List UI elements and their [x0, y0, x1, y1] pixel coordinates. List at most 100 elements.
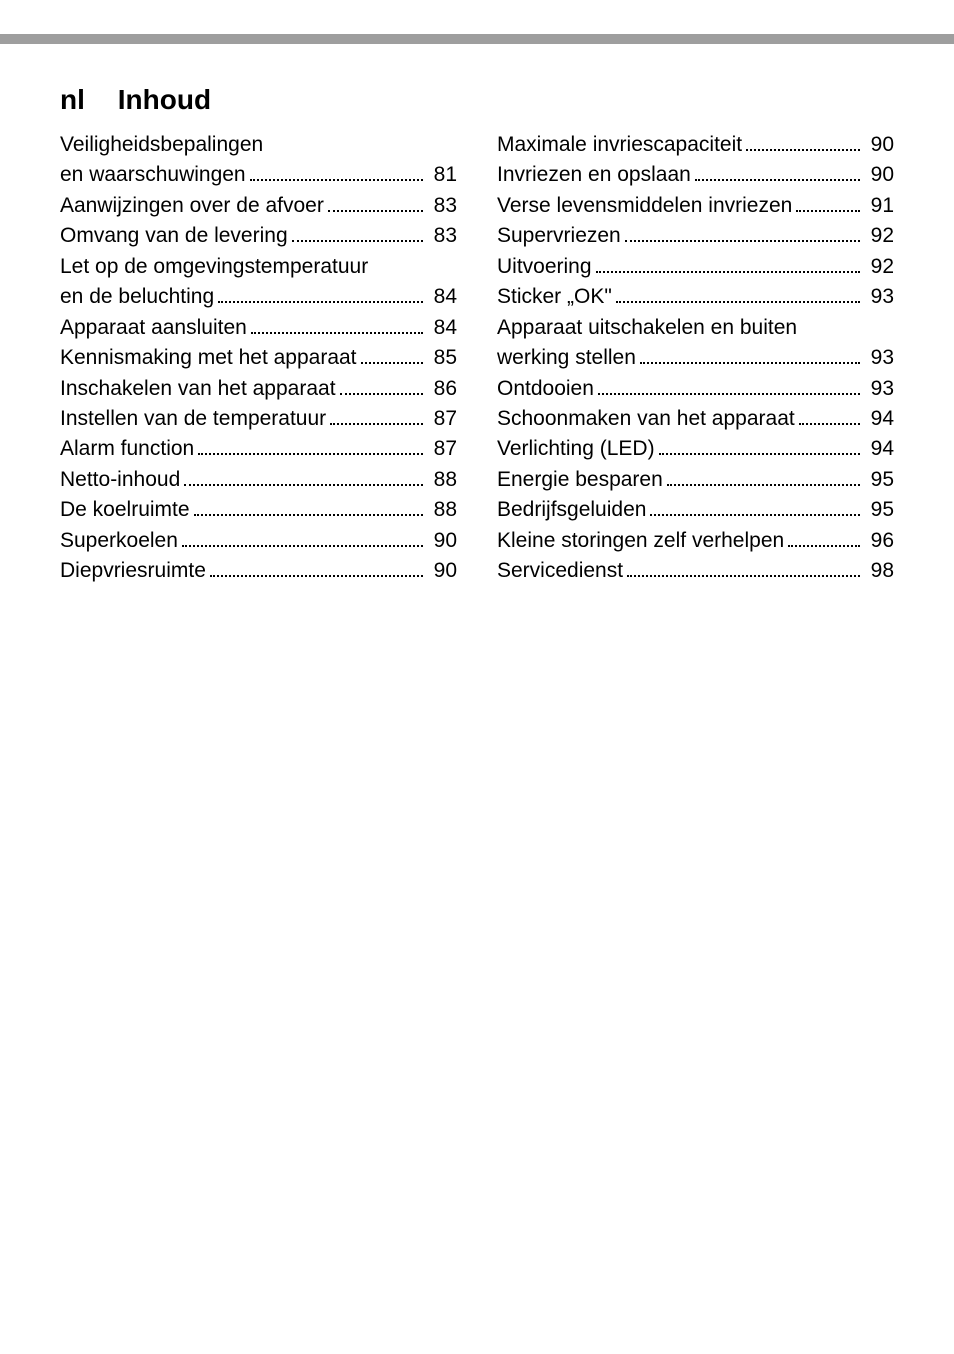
toc-entry-page: 90: [427, 526, 457, 556]
toc-dots: [650, 495, 860, 516]
toc-entry-page: 87: [427, 404, 457, 434]
toc-dots: [330, 404, 423, 425]
toc-entry: Energie besparen 95: [497, 465, 894, 495]
toc-entry-page: 96: [864, 526, 894, 556]
toc-entry-page: 91: [864, 191, 894, 221]
toc-entry-label: Kennismaking met het apparaat: [60, 343, 357, 373]
toc-entry: en waarschuwingen 81: [60, 160, 457, 190]
toc-entry-page: 86: [427, 374, 457, 404]
toc-entry: Verlichting (LED) 94: [497, 434, 894, 464]
toc-entry-label: De koelruimte: [60, 495, 190, 525]
toc-dots: [627, 556, 860, 577]
toc-entry-page: 93: [864, 282, 894, 312]
toc-dots: [198, 434, 423, 455]
toc-entry: Instellen van de temperatuur 87: [60, 404, 457, 434]
toc-entry-label: Instellen van de temperatuur: [60, 404, 326, 434]
toc-dots: [796, 191, 860, 212]
toc-entry: Kleine storingen zelf verhelpen96: [497, 526, 894, 556]
toc-dots: [250, 161, 423, 182]
toc-entry-label: Ontdooien: [497, 374, 594, 404]
toc-entry-label: Bedrijfsgeluiden: [497, 495, 646, 525]
toc-dots: [659, 434, 860, 455]
toc-entry-page: 98: [864, 556, 894, 586]
toc-entry-page: 90: [427, 556, 457, 586]
toc-columns: Veiligheidsbepalingenen waarschuwingen 81…: [60, 130, 894, 587]
toc-entry-label: Maximale invriescapaciteit: [497, 130, 742, 160]
toc-column-left: Veiligheidsbepalingenen waarschuwingen 81…: [60, 130, 457, 587]
heading-title: Inhoud: [118, 84, 211, 115]
toc-entry-label: Aanwijzingen over de afvoer: [60, 191, 324, 221]
toc-entry-page: 90: [864, 130, 894, 160]
toc-entry-page: 93: [864, 343, 894, 373]
toc-entry-line1: Veiligheidsbepalingen: [60, 130, 457, 160]
toc-dots: [361, 343, 423, 364]
page-container: nl Inhoud Veiligheidsbepalingenen waarsc…: [0, 0, 954, 1354]
toc-entry-label: Supervriezen: [497, 221, 621, 251]
toc-entry: Invriezen en opslaan 90: [497, 160, 894, 190]
toc-entry: Servicedienst 98: [497, 556, 894, 586]
toc-entry-page: 90: [864, 160, 894, 190]
toc-entry: Omvang van de levering83: [60, 221, 457, 251]
toc-entry-label: Verlichting (LED): [497, 434, 655, 464]
toc-dots: [182, 526, 423, 547]
toc-entry-page: 92: [864, 252, 894, 282]
toc-entry-label: Energie besparen: [497, 465, 663, 495]
toc-entry: Maximale invriescapaciteit 90: [497, 130, 894, 160]
toc-entry: Ontdooien 93: [497, 374, 894, 404]
toc-dots: [625, 221, 860, 242]
toc-entry-label: Superkoelen: [60, 526, 178, 556]
toc-entry: Uitvoering 92: [497, 252, 894, 282]
toc-dots: [667, 465, 860, 486]
toc-entry: Supervriezen 92: [497, 221, 894, 251]
toc-entry: Kennismaking met het apparaat 85: [60, 343, 457, 373]
toc-entry: Bedrijfsgeluiden 95: [497, 495, 894, 525]
toc-dots: [184, 465, 423, 486]
lang-code: nl: [60, 84, 110, 116]
toc-column-right: Maximale invriescapaciteit90Invriezen en…: [497, 130, 894, 587]
toc-entry: en de beluchting 84: [60, 282, 457, 312]
toc-dots: [292, 221, 423, 242]
toc-entry: werking stellen 93: [497, 343, 894, 373]
toc-dots: [210, 556, 423, 577]
page-heading: nl Inhoud: [60, 84, 894, 116]
toc-entry-page: 88: [427, 465, 457, 495]
toc-entry-label: Netto-inhoud: [60, 465, 180, 495]
toc-entry: Netto-inhoud 88: [60, 465, 457, 495]
toc-dots: [218, 282, 423, 303]
toc-entry-page: 95: [864, 495, 894, 525]
toc-entry-label: en waarschuwingen: [60, 160, 246, 190]
toc-entry: Aanwijzingen over de afvoer 83: [60, 191, 457, 221]
toc-entry: De koelruimte 88: [60, 495, 457, 525]
toc-entry-page: 95: [864, 465, 894, 495]
toc-entry-label: Servicedienst: [497, 556, 623, 586]
toc-entry-label: Diepvriesruimte: [60, 556, 206, 586]
toc-entry-label: Schoonmaken van het apparaat: [497, 404, 795, 434]
toc-entry-page: 81: [427, 160, 457, 190]
toc-entry-page: 84: [427, 282, 457, 312]
toc-entry: Verse levensmiddelen invriezen91: [497, 191, 894, 221]
toc-entry: Diepvriesruimte 90: [60, 556, 457, 586]
toc-entry-label: en de beluchting: [60, 282, 214, 312]
toc-entry-page: 83: [427, 191, 457, 221]
toc-entry-label: Sticker „OK": [497, 282, 612, 312]
toc-entry-page: 92: [864, 221, 894, 251]
toc-entry-label: Apparaat aansluiten: [60, 313, 247, 343]
toc-dots: [194, 495, 423, 516]
toc-entry-page: 88: [427, 495, 457, 525]
toc-entry-label: Invriezen en opslaan: [497, 160, 691, 190]
toc-entry-page: 93: [864, 374, 894, 404]
toc-dots: [746, 130, 860, 151]
toc-dots: [596, 252, 860, 273]
toc-entry: Alarm function87: [60, 434, 457, 464]
toc-entry-label: Inschakelen van het apparaat: [60, 374, 336, 404]
toc-entry-label: werking stellen: [497, 343, 636, 373]
toc-entry-label: Omvang van de levering: [60, 221, 288, 251]
toc-entry: Sticker „OK" 93: [497, 282, 894, 312]
toc-entry-page: 85: [427, 343, 457, 373]
toc-dots: [799, 404, 860, 425]
toc-entry: Inschakelen van het apparaat 86: [60, 374, 457, 404]
toc-entry-page: 94: [864, 434, 894, 464]
toc-entry: Superkoelen 90: [60, 526, 457, 556]
toc-entry-label: Uitvoering: [497, 252, 592, 282]
toc-entry-page: 87: [427, 434, 457, 464]
